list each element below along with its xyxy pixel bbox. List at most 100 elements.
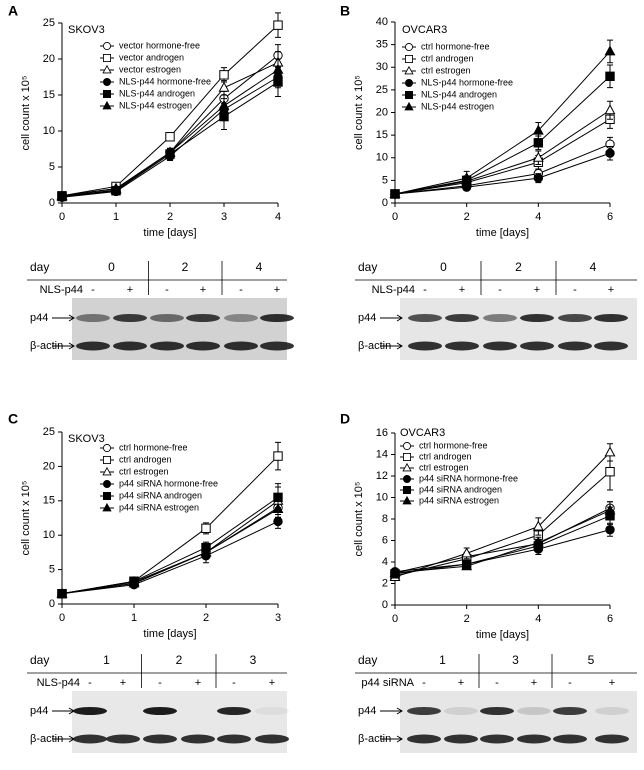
blot-day: 1: [103, 653, 110, 667]
blot-lane-sign: -: [498, 284, 502, 296]
blot-lane-sign: -: [91, 284, 95, 296]
blot-band: [558, 341, 592, 351]
blot-band: [553, 707, 587, 715]
data-point: [461, 560, 473, 571]
y-tick-label: 4: [382, 556, 388, 568]
series-line: [61, 520, 279, 595]
legend-label: ctrl estrogen: [419, 462, 469, 472]
blot-band: [520, 314, 554, 322]
blot-band: [186, 314, 220, 322]
blot-arrow: [380, 707, 403, 715]
legend-label: ctrl hormone-free: [419, 440, 488, 450]
series-line: [394, 509, 611, 574]
blot-band: [181, 734, 215, 744]
x-tick-label: 1: [113, 211, 119, 223]
panel-label: B: [340, 3, 350, 19]
y-tick-label: 10: [43, 529, 55, 541]
blot-day: 2: [515, 260, 522, 274]
data-point: [164, 146, 176, 157]
x-tick-label: 3: [275, 612, 281, 624]
legend-marker: [102, 466, 112, 476]
legend-label: p44 siRNA estrogen: [419, 495, 499, 505]
chart-title: OVCAR3: [400, 427, 445, 439]
y-tick-label: 6: [382, 534, 388, 546]
panel-label: A: [8, 3, 18, 19]
legend-marker: [103, 90, 111, 98]
y-tick-label: 15: [43, 495, 55, 507]
y-tick-label: 10: [43, 125, 55, 137]
legend-marker: [102, 100, 112, 110]
y-tick-label: 20: [376, 106, 388, 118]
blot-band: [224, 314, 258, 322]
legend-marker: [103, 54, 111, 62]
y-tick-label: 25: [43, 426, 55, 438]
y-tick-label: 0: [382, 197, 388, 209]
data-point: [605, 525, 615, 535]
blot-band: [217, 734, 251, 744]
blot-band: [186, 341, 220, 351]
y-tick-label: 0: [49, 197, 55, 209]
series-line: [394, 75, 611, 195]
blot-day: 3: [512, 653, 519, 667]
series-line: [61, 455, 279, 595]
x-tick-label: 4: [275, 211, 281, 223]
legend-marker: [103, 78, 111, 86]
blot-day: 1: [439, 653, 446, 667]
blot-lane-sign: -: [88, 677, 92, 689]
x-tick-label: 2: [464, 613, 470, 625]
legend-marker: [405, 79, 413, 87]
blot-band: [445, 341, 479, 351]
blot-band: [150, 314, 184, 322]
blot-lane-sign: +: [458, 677, 464, 689]
x-tick-label: 0: [392, 613, 398, 625]
data-point: [218, 99, 230, 110]
data-point: [532, 536, 544, 547]
blot-band: [480, 734, 514, 744]
blot-arrow: [380, 735, 403, 743]
data-point: [128, 575, 140, 586]
blot-row-label: p44: [358, 705, 376, 717]
blot-band: [595, 707, 629, 715]
y-tick-label: 10: [376, 491, 388, 503]
panel-label: D: [340, 411, 350, 427]
blot-day: 4: [256, 260, 263, 274]
x-tick-label: 0: [392, 211, 398, 223]
x-axis-label: time [days]: [143, 628, 196, 640]
y-tick-label: 0: [382, 599, 388, 611]
legend-label: ctrl androgen: [421, 53, 474, 63]
data-point: [604, 504, 616, 515]
y-tick-label: 40: [376, 16, 388, 28]
blot-band: [255, 734, 289, 744]
legend-label: ctrl hormone-free: [119, 442, 188, 452]
x-tick-label: 6: [607, 613, 613, 625]
legend-marker: [403, 453, 411, 461]
y-tick-label: 0: [49, 598, 55, 610]
x-tick-label: 3: [221, 211, 227, 223]
blot-day: 3: [250, 653, 257, 667]
blot-band: [444, 707, 478, 715]
y-tick-label: 14: [376, 448, 388, 460]
chart-title: OVCAR3: [402, 24, 447, 36]
legend-label: NLS-p44 hormone-free: [119, 76, 211, 86]
series-line: [394, 109, 611, 195]
data-point: [273, 516, 283, 527]
x-axis-label: time [days]: [476, 227, 529, 239]
blot-arrow: [380, 342, 403, 350]
data-point: [272, 63, 284, 74]
legend-label: NLS-p44 androgen: [119, 88, 195, 98]
y-tick-label: 12: [376, 470, 388, 482]
legend-label: p44 siRNA androgen: [419, 484, 502, 494]
x-tick-label: 4: [535, 613, 541, 625]
legend-label: ctrl estrogen: [421, 65, 471, 75]
blot-band: [76, 314, 110, 322]
legend-marker: [405, 43, 413, 51]
blot-lane-sign: -: [239, 284, 243, 296]
y-tick-label: 2: [382, 577, 388, 589]
blot-row-label: p44: [30, 705, 48, 717]
legend-label: ctrl hormone-free: [421, 41, 490, 51]
data-point: [56, 587, 68, 598]
legend-label: ctrl androgen: [119, 454, 172, 464]
data-point: [200, 546, 212, 557]
